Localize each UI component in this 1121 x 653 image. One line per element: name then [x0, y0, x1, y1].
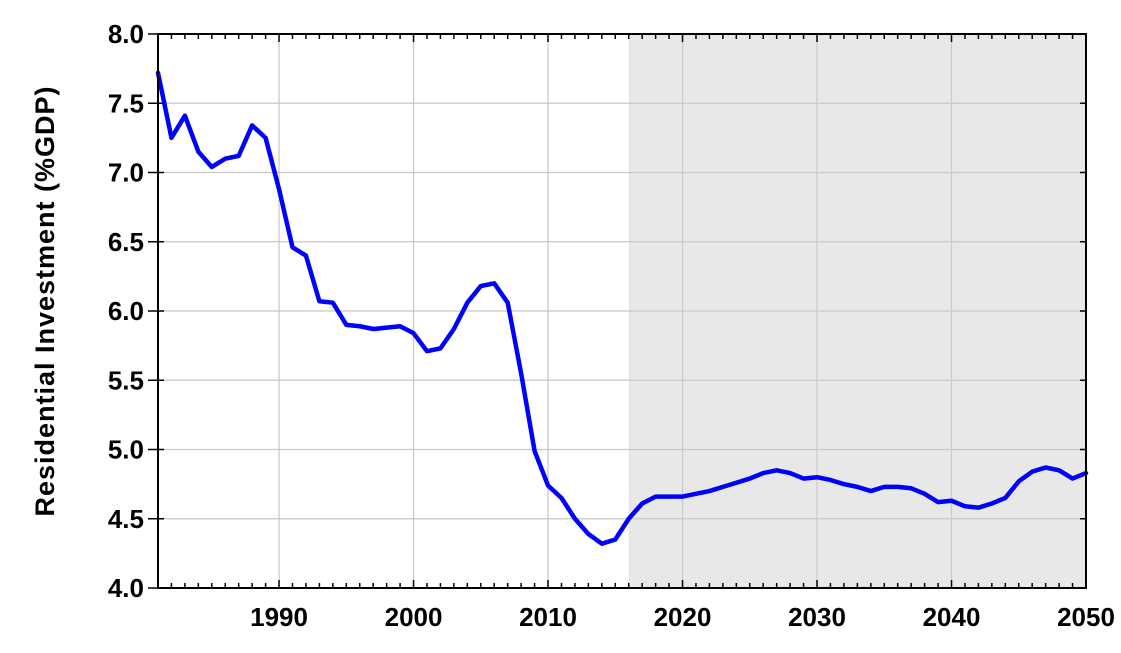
- y-tick-label: 8.0: [108, 19, 144, 49]
- y-tick-label: 5.5: [108, 365, 144, 395]
- plot-frame: [157, 33, 1087, 589]
- x-tick-label: 2030: [788, 602, 846, 632]
- y-tick-label: 6.5: [108, 227, 144, 257]
- x-tick-label: 1990: [250, 602, 308, 632]
- x-tick-label: 2010: [519, 602, 577, 632]
- y-tick-label: 4.5: [108, 504, 144, 534]
- y-axis-title: Residential Investment (%GDP): [30, 85, 60, 516]
- y-tick-labels: 4.0 4.5 5.0 5.5 6.0 6.5 7.0 7.5 8.0: [108, 19, 144, 603]
- y-tick-label: 7.5: [108, 88, 144, 118]
- x-tick-labels: 1990 2000 2010 2020 2030 2040 2050: [250, 602, 1115, 632]
- y-tick-label: 5.0: [108, 435, 144, 465]
- series-line: [155, 70, 1089, 546]
- x-tick-label: 2020: [654, 602, 712, 632]
- y-tick-label: 6.0: [108, 296, 144, 326]
- x-tick-label: 2050: [1057, 602, 1115, 632]
- x-tick-label: 2000: [385, 602, 443, 632]
- y-tick-label: 7.0: [108, 158, 144, 188]
- x-tick-label: 2040: [923, 602, 981, 632]
- y-tick-label: 4.0: [108, 573, 144, 603]
